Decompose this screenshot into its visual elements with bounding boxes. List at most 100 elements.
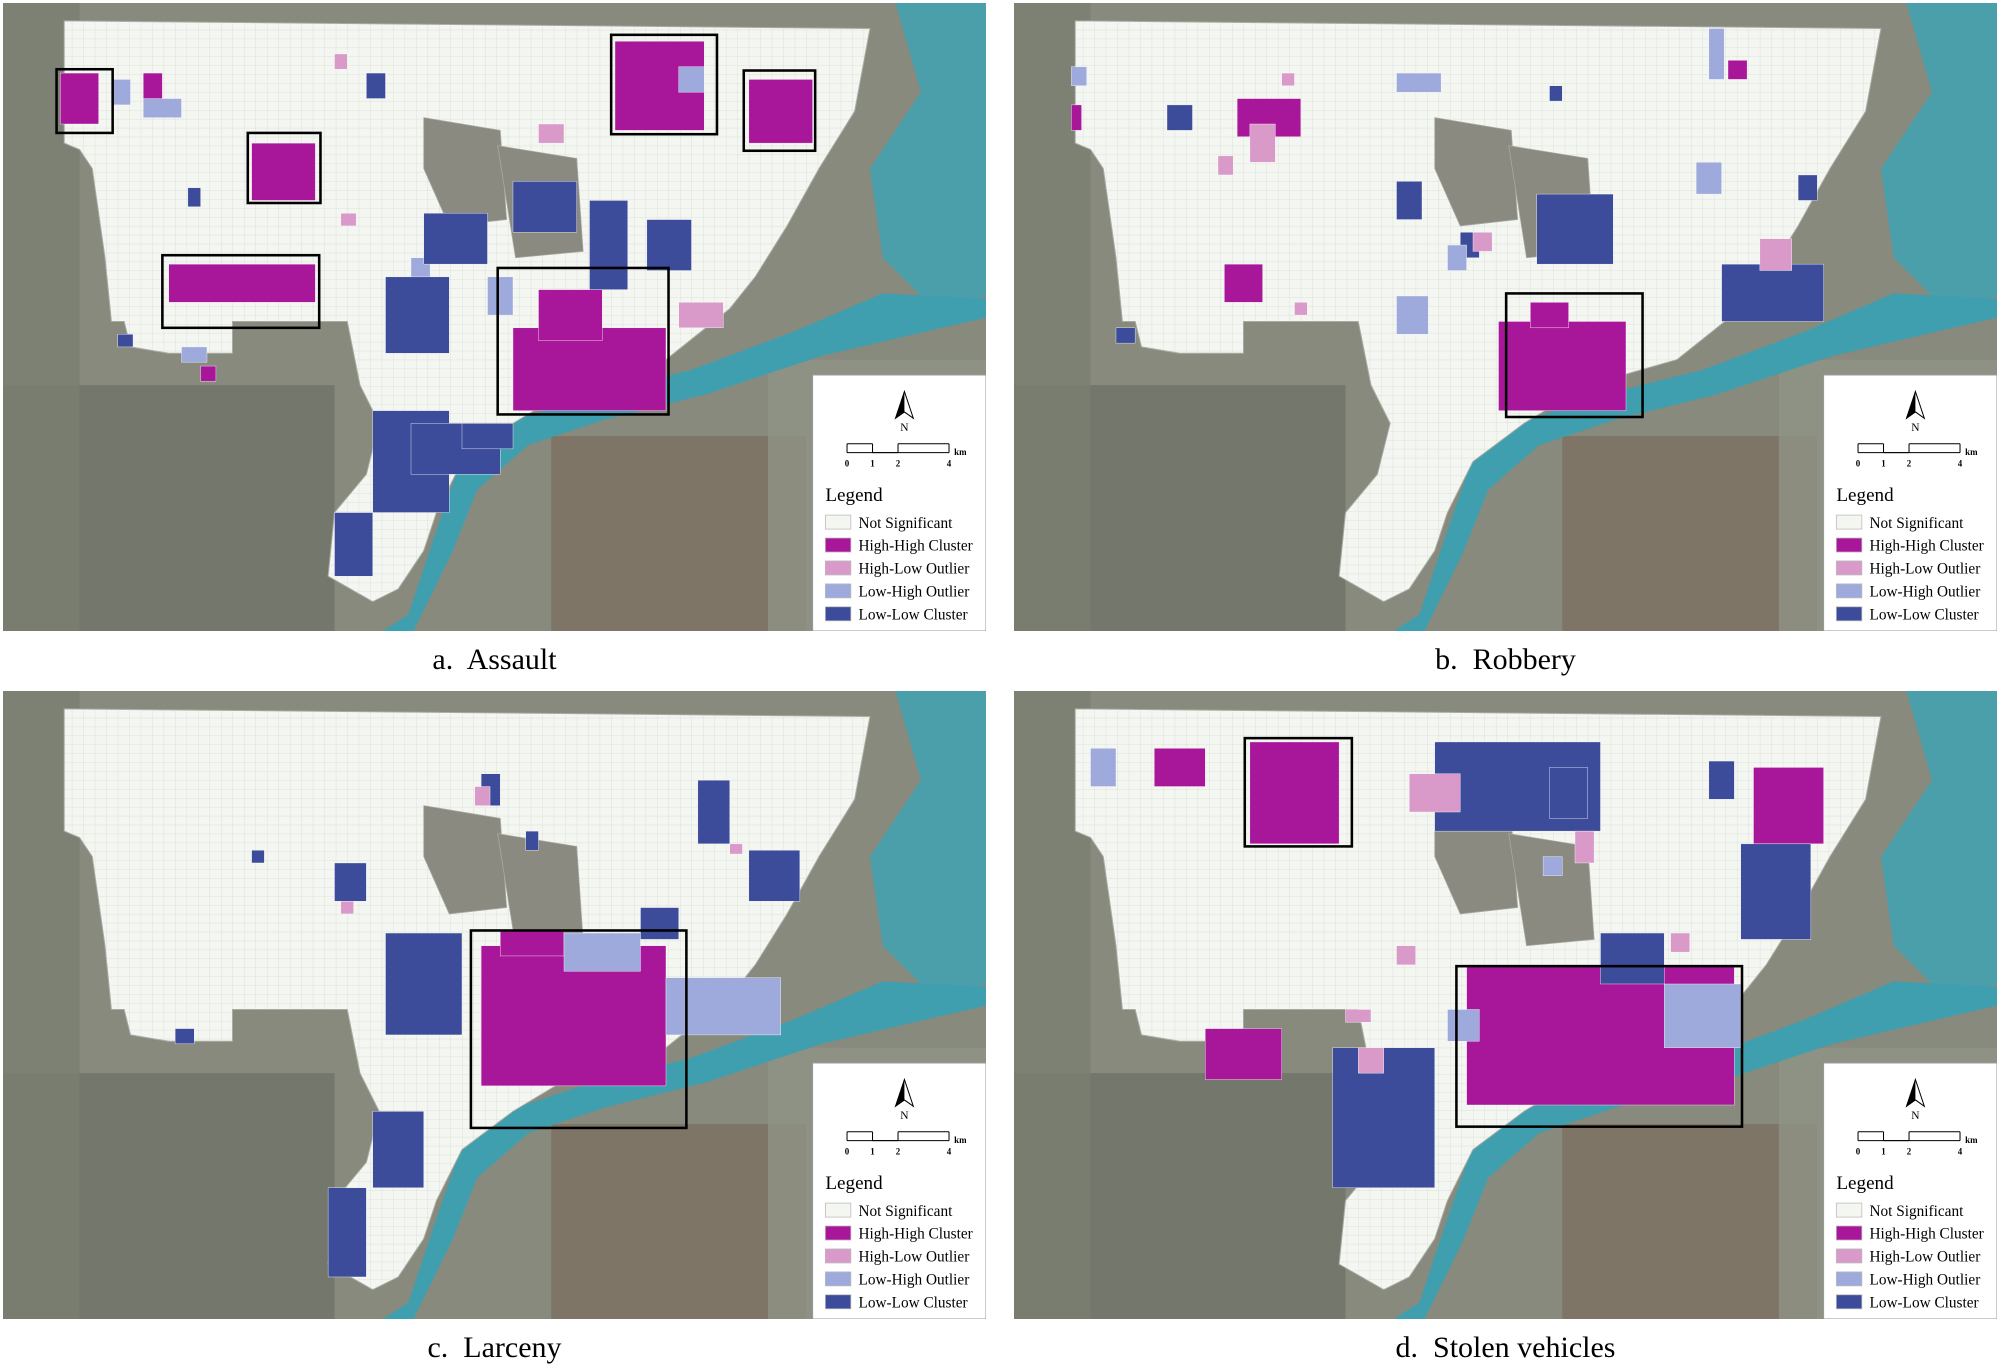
legend-swatch [1835,1271,1863,1287]
cluster-tract [111,79,131,106]
highlight-box [1455,964,1744,1128]
cluster-tract [1358,1047,1384,1074]
scale-label: 1 [870,1147,874,1157]
cluster-tract [327,1187,367,1278]
legend-label: High-Low Outlier [1870,561,1981,578]
legend-swatch [824,1225,852,1241]
highlight-box [161,253,321,330]
north-arrow-half [895,1079,905,1107]
cluster-tract [538,289,603,341]
scale-unit: km [1965,447,1978,457]
cluster-tract [251,850,265,864]
legend-title: Legend [825,485,883,506]
scale-label: 4 [947,459,952,469]
legend-label: Not Significant [1870,515,1965,532]
cluster-tract [1542,856,1563,876]
scale-label: 2 [1907,459,1912,469]
legend-box [812,1062,986,1319]
cluster-tract [1472,232,1493,252]
legend-swatch [824,583,852,599]
satellite-patch [1562,1124,1818,1319]
cluster-tract [174,1028,195,1045]
cluster-tract [512,327,667,411]
cluster-tract [1345,1009,1372,1023]
cluster-tract [366,72,386,99]
cluster-tract [1396,181,1423,220]
scale-label: 0 [845,1147,850,1157]
panel-caption: d. Stolen vehicles [1395,1331,1616,1364]
cluster-tract [385,276,450,354]
cluster-tract [678,302,724,329]
cluster-tract [1071,104,1082,131]
legend-swatch [824,1271,852,1287]
cluster-tract [748,850,801,902]
legend-label: Low-High Outlier [1870,584,1981,601]
cluster-tract [1249,123,1276,163]
cluster-tract [1249,741,1340,845]
cluster-tract [1740,843,1812,940]
cluster-tract [334,53,348,70]
cluster-tract [1600,932,1665,985]
cluster-tract [1670,932,1690,953]
cluster-tract [563,932,641,972]
cluster-tract [1727,60,1748,80]
north-arrow-half [895,391,905,419]
cluster-tract [1695,162,1722,195]
scale-label: 2 [896,1147,901,1157]
street-grid [1075,20,1881,602]
cluster-tract [372,1111,424,1188]
legend-swatch [824,606,852,622]
cluster-tract [385,932,463,1036]
legend-swatch [824,1202,852,1218]
cluster-tract [168,263,316,303]
cluster-tract [1536,193,1614,265]
river [1393,293,1997,631]
map-panel: N 0 1 2 4km Legend Not Significant High-High Cl… [3,691,986,1319]
enclave [1508,833,1595,947]
cluster-tract [1759,238,1792,271]
lake [1880,3,1997,309]
north-arrow-half [1906,1079,1916,1107]
highlight-box [1243,736,1354,848]
cluster-tract [334,862,367,902]
cluster-tract [1447,244,1467,271]
river [382,293,986,631]
scale-label: 1 [870,459,874,469]
cluster-tract [1294,302,1308,316]
scale-unit: km [954,1135,967,1145]
legend-swatch [1835,606,1863,622]
north-label: N [1911,422,1920,434]
scale-label: 0 [1856,459,1861,469]
cluster-tract [1708,28,1725,80]
street-grid [64,708,870,1290]
legend-swatch [824,1248,852,1264]
legend-label: Low-Low Cluster [1870,1295,1979,1312]
scale-unit: km [954,447,967,457]
legend-swatch [1835,1225,1863,1241]
legend-label: High-High Cluster [859,538,973,555]
legend-swatch [824,514,852,530]
scale-label: 2 [1907,1147,1912,1157]
river [382,981,986,1319]
cluster-tract [1115,327,1136,344]
cluster-tract [1396,295,1429,335]
lake [869,3,986,309]
cluster-tract [1447,1009,1480,1042]
legend-swatch [1835,583,1863,599]
highlight-box [496,266,670,416]
cluster-tract [334,512,373,577]
cluster-tract [340,212,357,227]
cluster-tract [143,98,182,118]
map-panel: N 0 1 2 4km Legend Not Significant High-High Cl… [1014,3,1997,631]
scale-label: 0 [845,459,850,469]
lake [869,691,986,997]
north-label: N [900,422,909,434]
cluster-tract [646,219,692,271]
cluster-tract [1753,767,1824,845]
legend-swatch [1835,537,1863,553]
legend-label: Low-Low Cluster [859,607,968,624]
satellite-patch [551,1124,807,1319]
cluster-tract [697,779,730,845]
north-arrow-half [1906,391,1916,419]
